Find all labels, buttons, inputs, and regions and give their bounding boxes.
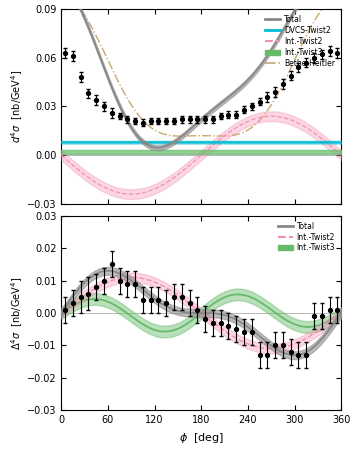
Y-axis label: $\Delta^4\sigma$  [nb/GeV$^4$]: $\Delta^4\sigma$ [nb/GeV$^4$]	[10, 276, 25, 350]
X-axis label: $\phi$  [deg]: $\phi$ [deg]	[178, 431, 224, 445]
Legend: Total, DVCS-Twist2, Int.-Twist2, Int.-Twist3, Bethe-Heitler: Total, DVCS-Twist2, Int.-Twist2, Int.-Tw…	[263, 13, 337, 70]
Legend: Total, Int.-Twist2, Int.-Twist3: Total, Int.-Twist2, Int.-Twist3	[275, 219, 337, 255]
Y-axis label: $d^4\sigma$  [nb/GeV$^4$]: $d^4\sigma$ [nb/GeV$^4$]	[10, 70, 26, 143]
